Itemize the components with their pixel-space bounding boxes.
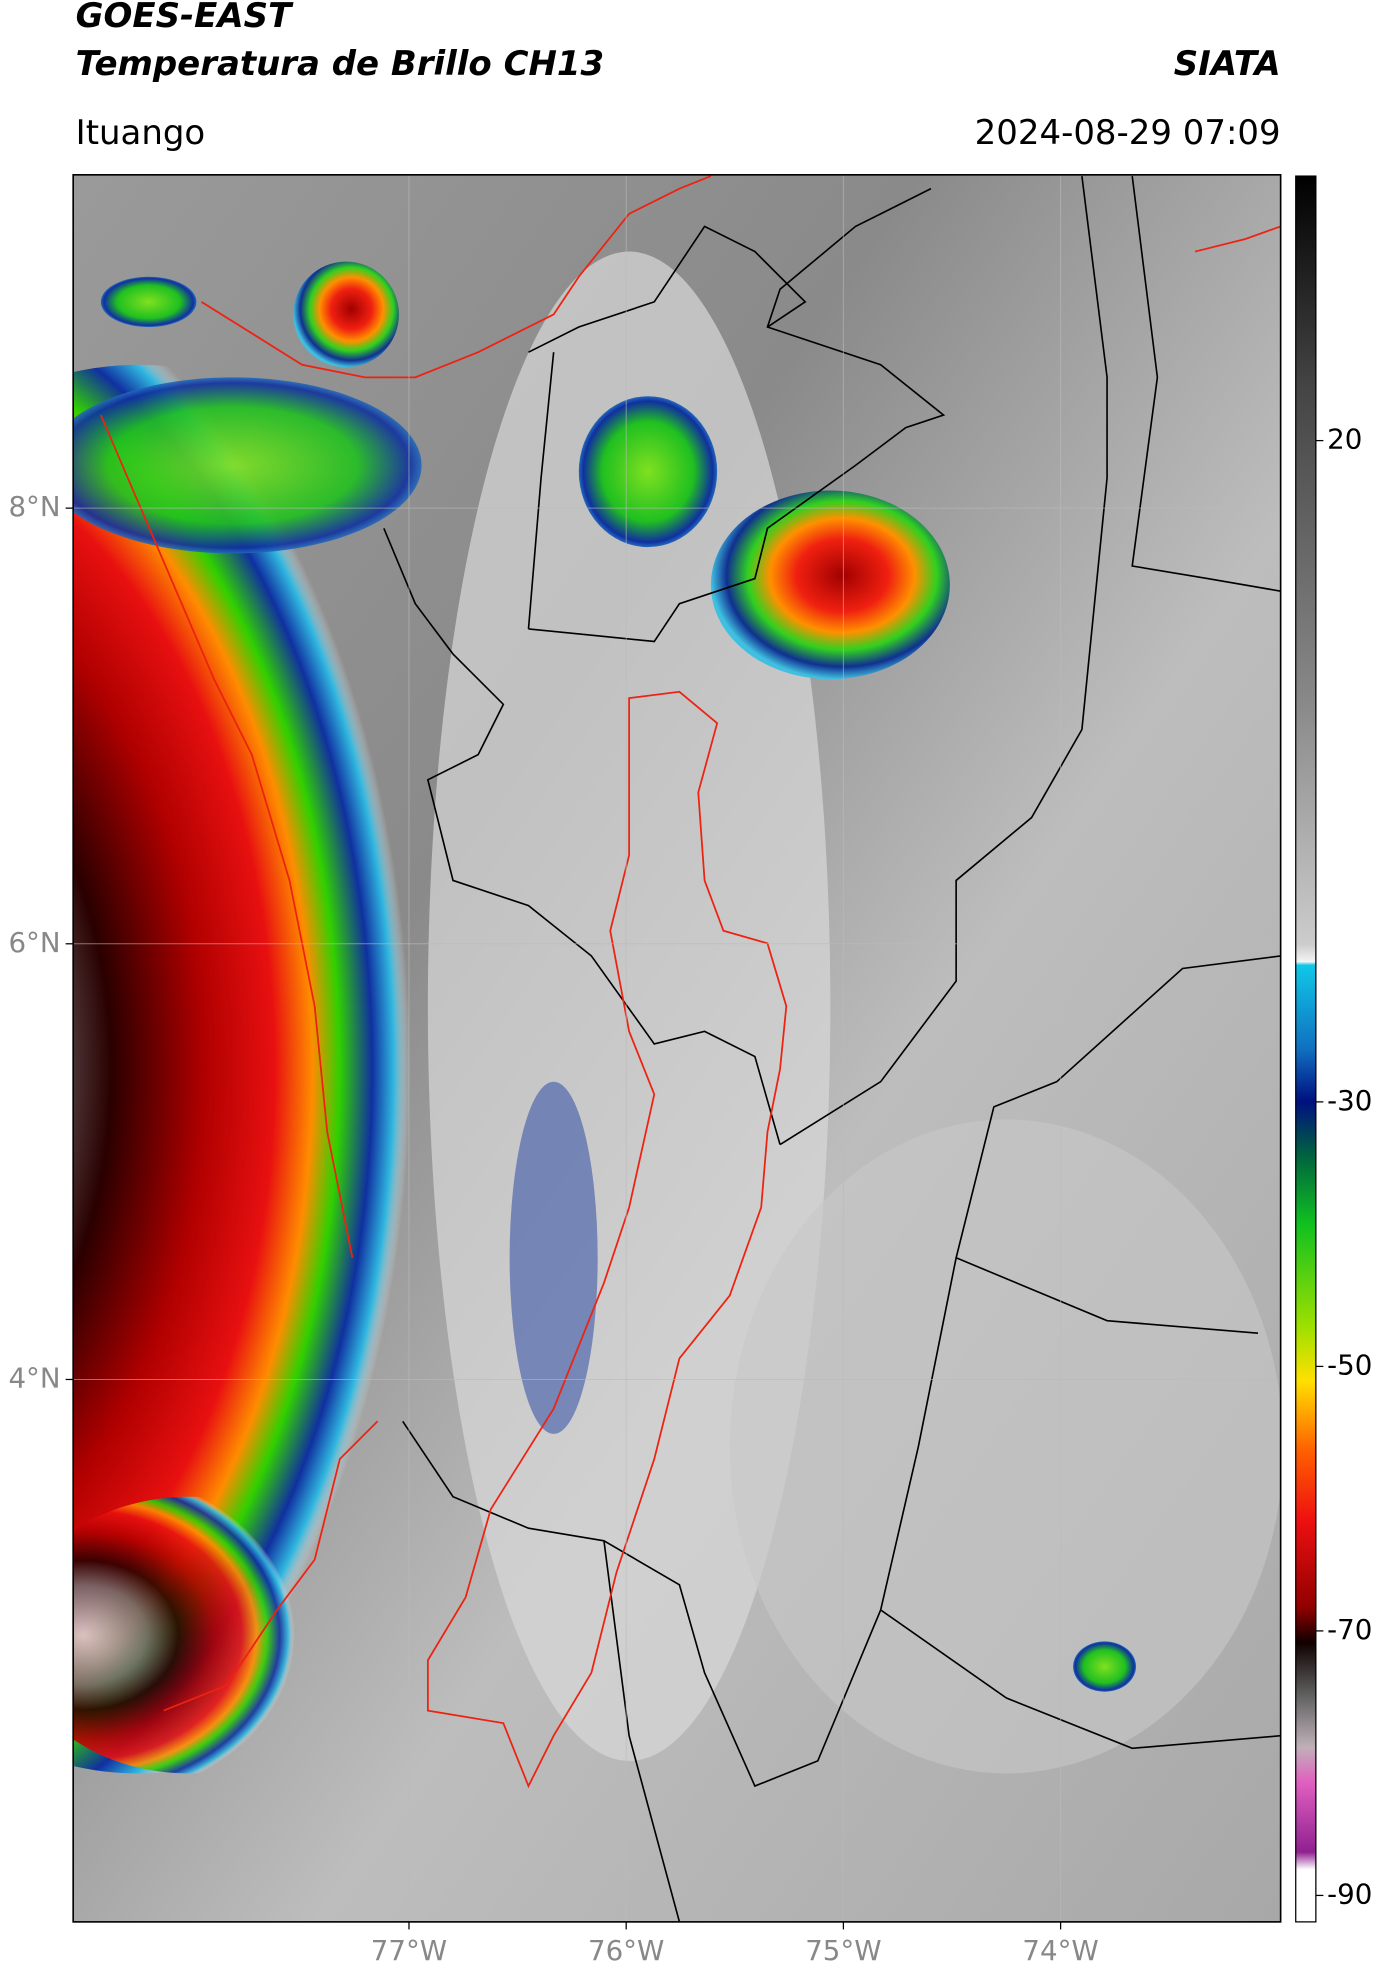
map-frame — [72, 174, 1282, 1923]
source: SIATA — [1174, 44, 1281, 84]
x-tick-label: 76°W — [588, 1934, 664, 1967]
colorbar-tick-label: -70 — [1327, 1613, 1372, 1646]
datetime: 2024-08-29 07:09 — [975, 113, 1281, 153]
imagery — [73, 174, 1281, 1922]
y-tick-label: 6°N — [8, 926, 60, 959]
x-tick-label: 74°W — [1022, 1934, 1098, 1967]
title: GOES-EAST — [76, 0, 294, 36]
y-tick-label: 8°N — [8, 490, 60, 523]
x-tick-label: 75°W — [805, 1934, 881, 1967]
location: Ituango — [76, 113, 206, 153]
colorbar-tick-label: 20 — [1327, 423, 1362, 456]
subtitle: Temperatura de Brillo CH13 — [76, 44, 604, 84]
colorbar-tick-label: -90 — [1327, 1877, 1372, 1910]
colorbar — [1295, 175, 1317, 1923]
colorbar-tick-label: -30 — [1327, 1084, 1372, 1117]
colorbar-tick-label: -50 — [1327, 1348, 1372, 1381]
y-tick-label: 4°N — [8, 1361, 60, 1394]
x-tick-label: 77°W — [371, 1934, 447, 1967]
